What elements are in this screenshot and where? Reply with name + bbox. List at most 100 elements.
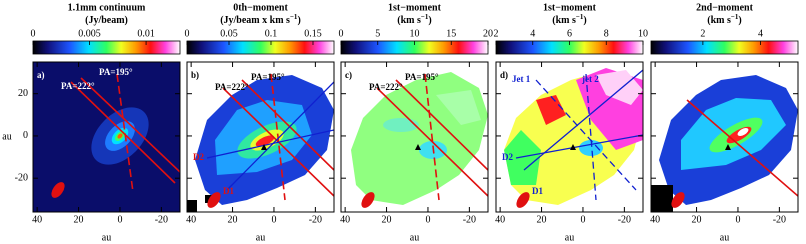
- units-part: −1: [576, 13, 584, 21]
- panel-units: (km s−1): [397, 13, 431, 27]
- x-tick-label: 20: [382, 214, 392, 225]
- annotation: PA=195°: [99, 67, 133, 77]
- x-axis-label: au: [720, 232, 729, 243]
- colorbar-tick-label: 8: [604, 28, 609, 39]
- panel-title: 2nd−moment: [696, 2, 753, 13]
- plot-frame: [650, 61, 799, 213]
- x-tick-label: 0: [117, 214, 122, 225]
- x-tick-label: 40: [32, 214, 42, 225]
- colorbar-tick-label: 2: [494, 28, 499, 39]
- annotation: Jet 1: [512, 74, 531, 84]
- colorbar-tick-label: 0.01: [137, 28, 155, 39]
- x-axis-label: au: [410, 232, 419, 243]
- colorbar: [186, 40, 335, 55]
- panel-letter: b): [191, 70, 199, 80]
- x-tick-label: 0: [271, 214, 276, 225]
- colorbar-tick-label: 0: [185, 28, 190, 39]
- panel-letter: d): [500, 70, 508, 80]
- x-tick-label: 40: [340, 214, 350, 225]
- plot-frame: [495, 61, 644, 213]
- colorbar-tick-label: 0.1: [265, 28, 278, 39]
- annotation: PA=195°: [405, 72, 439, 82]
- x-tick-label: 0: [735, 214, 740, 225]
- colorbar-tick-label: 0.005: [78, 28, 101, 39]
- units-part: ): [583, 15, 586, 26]
- annotation: PA=222°: [215, 82, 249, 92]
- y-tick-label: -20: [15, 172, 28, 183]
- panel: c) PA=222° PA=195° 1st−moment(km s−1) 0 5 1…: [339, 2, 494, 243]
- x-tick-label: 20: [228, 214, 238, 225]
- annotation: D1: [532, 186, 543, 196]
- colorbar: [650, 40, 799, 55]
- x-tick-label: 0: [425, 214, 430, 225]
- y-tick-label: 20: [18, 88, 28, 99]
- panel-title: 1st−moment: [543, 2, 597, 13]
- units-part: (km s: [397, 15, 421, 26]
- units-part: −1: [731, 13, 739, 21]
- units-part: ): [428, 15, 431, 26]
- annotation: D1: [223, 186, 234, 196]
- colorbar-tick-label: 4: [530, 28, 535, 39]
- x-axis-label: au: [102, 232, 111, 243]
- x-axis-label: au: [256, 232, 265, 243]
- annotation: PA=195°: [251, 72, 285, 82]
- x-tick-label: -20: [463, 214, 476, 225]
- x-tick-label: 20: [74, 214, 84, 225]
- x-tick-label: -20: [618, 214, 631, 225]
- panel-letter: c): [345, 70, 352, 80]
- units-part: −1: [290, 13, 298, 21]
- annotation: PA=222°: [61, 81, 95, 91]
- x-tick-label: 20: [692, 214, 702, 225]
- panel-units: (km s−1): [707, 13, 741, 27]
- x-tick-label: -20: [773, 214, 786, 225]
- map: [187, 73, 334, 212]
- panel-title: 1st−moment: [388, 2, 442, 13]
- x-tick-label: 0: [580, 214, 585, 225]
- colorbar-tick-label: 0: [339, 28, 344, 39]
- units-part: (km s: [707, 15, 731, 26]
- x-tick-label: 40: [186, 214, 196, 225]
- x-tick-label: 40: [495, 214, 505, 225]
- panel-units: (Jy/beam x km s−1): [220, 13, 301, 27]
- panel-units: (Jy/beam): [85, 15, 128, 26]
- colorbar-tick-label: 5: [375, 28, 380, 39]
- panel-letter: e): [655, 70, 662, 80]
- colorbar-tick-label: 15: [446, 28, 456, 39]
- units-part: ): [297, 15, 300, 26]
- colorbar-tick-label: 10: [410, 28, 420, 39]
- panel-units: (km s−1): [552, 13, 586, 27]
- x-tick-label: -20: [309, 214, 322, 225]
- panel: d) Jet 1 jet 2 D2 D1 1st−moment(km s−1)2…: [494, 2, 649, 243]
- colorbar-tick-label: 20: [483, 28, 493, 39]
- colorbar: [32, 40, 181, 55]
- annotation: PA=222°: [369, 82, 403, 92]
- y-tick-label: 0: [23, 130, 28, 141]
- map: [504, 68, 643, 208]
- map: [651, 75, 798, 212]
- y-axis-label: au: [2, 131, 11, 142]
- map: [351, 72, 488, 208]
- map: [33, 62, 180, 212]
- panel: a) PA=222° PA=195° 1.1mm continuum (Jy/be…: [15, 2, 181, 243]
- colorbar-tick-label: 0: [31, 28, 36, 39]
- colorbar-tick-label: 6: [567, 28, 572, 39]
- colorbar-tick-label: 0.05: [220, 28, 238, 39]
- colorbar-tick-label: 4: [758, 28, 763, 39]
- colorbar-tick-label: 10: [638, 28, 648, 39]
- x-tick-label: 40: [650, 214, 660, 225]
- x-tick-label: 20: [537, 214, 547, 225]
- plot-frame: [340, 61, 489, 213]
- panel-letter: a): [37, 70, 45, 80]
- plot-frame: [32, 61, 181, 213]
- colorbar-tick-label: 0.15: [304, 28, 322, 39]
- annotation: jet 2: [581, 74, 599, 84]
- annotation: D2: [193, 152, 204, 162]
- x-tick-label: -20: [155, 214, 168, 225]
- panel: b) PA=222° PA=195° D2 D1 0th−moment(Jy/b…: [185, 2, 335, 243]
- plot-frame: [186, 61, 335, 213]
- units-part: (Jy/beam): [85, 15, 128, 26]
- panel-title: 1.1mm continuum: [68, 2, 146, 13]
- units-part: (Jy/beam x km s: [220, 15, 290, 26]
